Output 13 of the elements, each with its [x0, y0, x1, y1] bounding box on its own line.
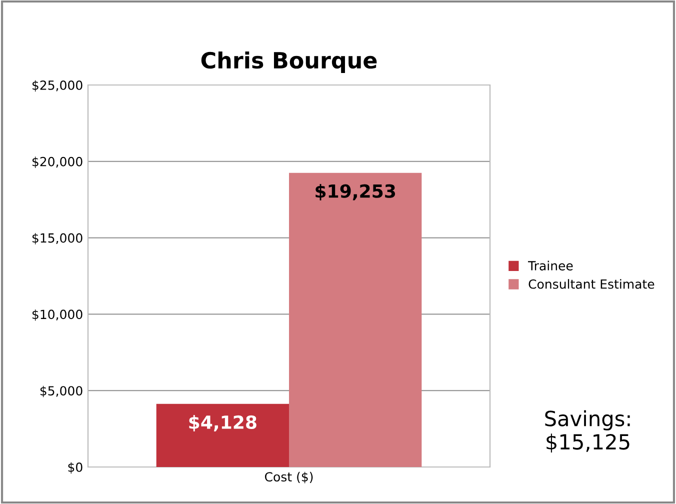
y-tick-label: $10,000: [32, 309, 82, 321]
legend-label: Trainee: [528, 260, 573, 270]
data-label: $19,253: [316, 184, 396, 200]
y-tick-label: $25,000: [32, 80, 82, 92]
data-label: $4,128: [189, 415, 256, 432]
y-tick-label: $20,000: [32, 156, 82, 168]
y-tick-label: $15,000: [32, 233, 82, 244]
y-tick-label: $5,000: [40, 386, 82, 398]
x-tick-label: Cost ($): [264, 472, 313, 484]
y-tick-label: $0: [68, 462, 82, 474]
chart-title: Chris Bourque: [201, 51, 377, 73]
legend-label: Consultant Estimate: [528, 279, 654, 289]
text: Savings: $15,125: [545, 410, 630, 452]
